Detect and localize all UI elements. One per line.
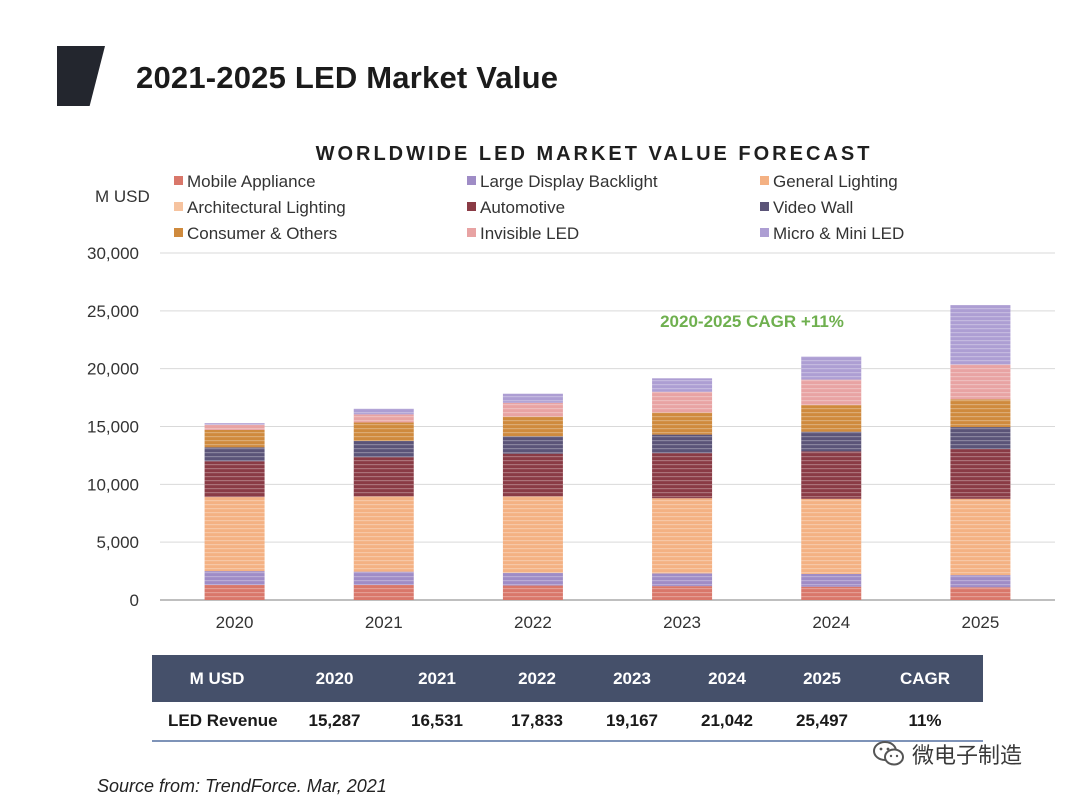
legend-swatch <box>174 202 183 211</box>
chart-title: WORLDWIDE LED MARKET VALUE FORECAST <box>316 143 873 165</box>
wechat-icon <box>873 741 904 766</box>
y-tick-label: 15,000 <box>87 418 139 437</box>
table-header-cell: 2025 <box>777 655 867 702</box>
bar-texture <box>950 305 1011 600</box>
watermark-text: 微电子制造 <box>912 743 1023 768</box>
legend-swatch <box>467 176 476 185</box>
legend-item-label: Large Display Backlight <box>480 172 658 191</box>
table-header-cell: 2022 <box>487 655 587 702</box>
table-header-cell: M USD <box>152 655 282 702</box>
x-tick-label: 2021 <box>365 613 403 632</box>
table-cell: 21,042 <box>677 702 777 742</box>
y-tick-label: 30,000 <box>87 244 139 263</box>
y-tick-label: 0 <box>130 591 139 610</box>
table-header-cell: CAGR <box>867 655 983 702</box>
table-cell: 15,287 <box>282 702 387 742</box>
source-note: Source from: TrendForce. Mar, 2021 <box>97 776 387 796</box>
legend-item-label: Architectural Lighting <box>187 198 346 217</box>
y-tick-label: 5,000 <box>96 533 139 552</box>
y-tick-label: 10,000 <box>87 475 139 494</box>
y-tick-label: 20,000 <box>87 360 139 379</box>
revenue-table: M USD 2020 2021 2022 2023 2024 2025 CAGR… <box>152 655 983 742</box>
table-row: LED Revenue 15,287 16,531 17,833 19,167 … <box>152 702 983 742</box>
table-header-cell: 2021 <box>387 655 487 702</box>
legend-swatch <box>174 176 183 185</box>
legend-swatch <box>760 228 769 237</box>
legend-item-label: General Lighting <box>773 172 898 191</box>
legend-item-label: Automotive <box>480 198 565 217</box>
table-header-row: M USD 2020 2021 2022 2023 2024 2025 CAGR <box>152 655 983 702</box>
legend-swatch <box>760 176 769 185</box>
watermark: 微电子制造 <box>872 738 1022 770</box>
table-cell: 11% <box>867 702 983 742</box>
legend-item-label: Mobile Appliance <box>187 172 316 191</box>
legend-item-label: Video Wall <box>773 198 853 217</box>
bar-texture <box>801 356 862 600</box>
y-axis-label: M USD <box>95 187 150 206</box>
legend-item-label: Invisible LED <box>480 224 579 243</box>
table-header-cell: 2020 <box>282 655 387 702</box>
bar-texture <box>204 423 265 600</box>
cagr-annotation: 2020-2025 CAGR +11% <box>660 312 844 331</box>
table-header-cell: 2023 <box>587 655 677 702</box>
bar-texture <box>652 378 713 600</box>
x-tick-label: 2020 <box>216 613 254 632</box>
legend-swatch <box>467 228 476 237</box>
bar-texture <box>502 393 563 600</box>
legend-item-label: Consumer & Others <box>187 224 337 243</box>
legend-item-label: Micro & Mini LED <box>773 224 904 243</box>
table-cell: 25,497 <box>777 702 867 742</box>
table-cell: 19,167 <box>587 702 677 742</box>
x-tick-label: 2023 <box>663 613 701 632</box>
table-row-label: LED Revenue <box>152 702 282 742</box>
x-tick-label: 2024 <box>812 613 850 632</box>
page-title: 2021-2025 LED Market Value <box>136 60 559 95</box>
table-cell: 17,833 <box>487 702 587 742</box>
x-tick-label: 2022 <box>514 613 552 632</box>
legend-swatch <box>760 202 769 211</box>
stacked-bar-chart: WORLDWIDE LED MARKET VALUE FORECAST M USD… <box>87 143 1055 632</box>
bar-texture <box>353 408 414 600</box>
legend-swatch <box>174 228 183 237</box>
y-tick-label: 25,000 <box>87 302 139 321</box>
x-tick-label: 2025 <box>962 613 1000 632</box>
legend-swatch <box>467 202 476 211</box>
table-header-cell: 2024 <box>677 655 777 702</box>
table-cell: 16,531 <box>387 702 487 742</box>
